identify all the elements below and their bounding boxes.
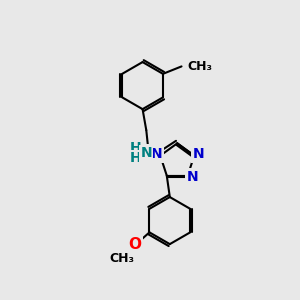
Text: H: H bbox=[130, 141, 141, 155]
Text: O: O bbox=[128, 237, 141, 252]
Text: N: N bbox=[186, 170, 198, 184]
Text: CH₃: CH₃ bbox=[188, 60, 213, 73]
Text: CH₃: CH₃ bbox=[110, 252, 135, 265]
Text: N: N bbox=[193, 147, 205, 161]
Text: N: N bbox=[151, 147, 162, 161]
Text: N: N bbox=[140, 146, 152, 160]
Text: H: H bbox=[130, 151, 141, 165]
Text: S: S bbox=[143, 146, 155, 164]
